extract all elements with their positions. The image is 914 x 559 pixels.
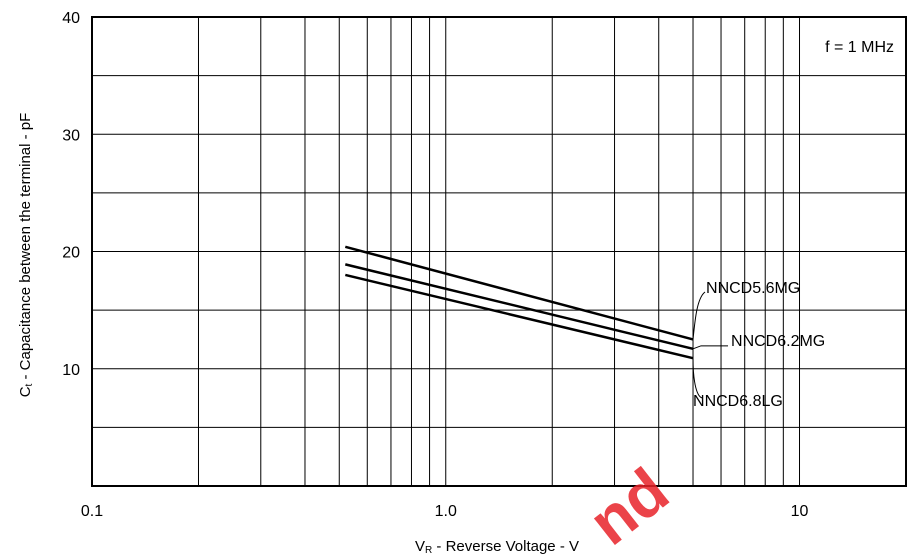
x-axis-label-subscript: R (425, 545, 432, 556)
series-label-nncd6-2mg: NNCD6.2MG (731, 333, 825, 350)
series-line-nncd6-8lg (344, 273, 694, 360)
x-tick-label: 1.0 (435, 503, 457, 520)
y-tick-label: 10 (62, 362, 80, 379)
y-tick-label: 30 (62, 127, 80, 144)
plot-frame (91, 16, 907, 487)
series-line-nncd6-2mg (344, 263, 694, 351)
x-tick-label: 10 (791, 503, 809, 520)
series-label-nncd5-6mg: NNCD5.6MG (706, 280, 800, 297)
x-tick-label: 0.1 (81, 503, 103, 520)
series-lines (344, 245, 694, 360)
legend-leaders: NNCD5.6MG NNCD6.2MG NNCD6.8LG (692, 280, 825, 410)
y-axis-label-subscript: t (24, 383, 35, 386)
legend-leader-line (692, 345, 729, 350)
x-axis-label: VR - Reverse Voltage - V (415, 538, 579, 556)
series-label-nncd6-8lg: NNCD6.8LG (693, 393, 783, 410)
grid (92, 17, 906, 486)
y-axis-label-main: C (17, 386, 34, 397)
y-tick-label: 20 (62, 245, 80, 262)
y-tick-label: 40 (62, 10, 80, 27)
watermark: nd (576, 454, 682, 559)
frequency-annotation: f = 1 MHz (825, 39, 894, 56)
legend-leader-line (692, 358, 704, 399)
legend-leader-line (692, 291, 706, 340)
y-axis-label: Ct - Capacitance between the terminal - … (17, 113, 35, 398)
series-line-nncd5-6mg (344, 245, 694, 341)
x-axis-label-main: V (415, 538, 425, 555)
x-axis-label-rest: - Reverse Voltage - V (432, 538, 579, 555)
y-axis-label-rest: - Capacitance between the terminal - pF (17, 113, 34, 384)
tick-labels: 0.1 1.0 10 10 20 30 40 (62, 10, 808, 520)
